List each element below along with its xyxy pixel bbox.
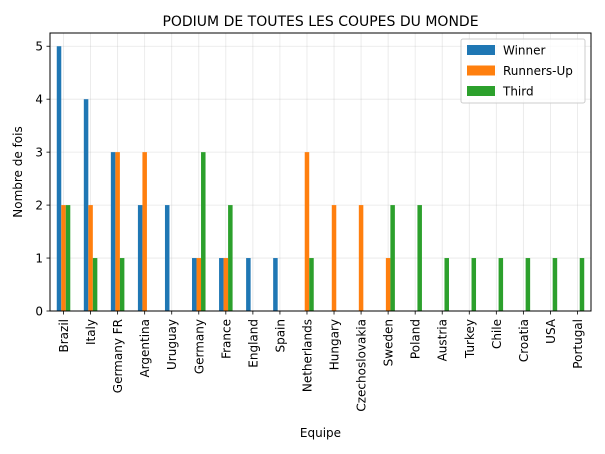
bar-winner — [110, 152, 116, 311]
y-tick-label: 5 — [35, 40, 43, 54]
bar-third — [525, 258, 531, 311]
bar-winner — [219, 258, 224, 311]
x-tick-label: Austria — [436, 319, 450, 361]
bar-third — [552, 258, 558, 311]
y-tick-label: 4 — [35, 93, 43, 107]
legend-swatch — [467, 45, 495, 55]
legend-swatch — [467, 86, 495, 96]
bar-third — [390, 205, 395, 311]
x-tick-label: Chile — [490, 319, 504, 349]
bar-runners-up — [358, 205, 364, 311]
x-tick-label: Germany FR — [111, 319, 125, 393]
bar-winner — [273, 258, 278, 311]
x-tick-label: France — [219, 319, 233, 359]
x-tick-label: Uruguay — [165, 319, 179, 370]
y-tick-label: 2 — [35, 199, 43, 213]
x-tick-label: England — [246, 319, 260, 368]
bar-third — [228, 205, 233, 311]
bar-winner — [56, 46, 62, 311]
bar-third — [579, 258, 585, 311]
bar-winner — [192, 258, 197, 311]
bar-third — [417, 205, 422, 311]
y-tick-label: 1 — [35, 252, 43, 266]
bar-winner — [246, 258, 251, 311]
x-tick-label: Poland — [409, 319, 423, 359]
x-tick-label: Germany — [192, 319, 206, 374]
legend-label: Winner — [503, 44, 546, 58]
x-axis: Brazil Italy Germany FR Argentina Uruguay Ger… — [57, 311, 585, 412]
x-tick-label: Argentina — [138, 319, 152, 378]
x-tick-label: Croatia — [517, 319, 531, 362]
x-tick-label: Hungary — [328, 319, 342, 370]
bar-runners-up — [142, 152, 147, 311]
bar-third — [65, 205, 71, 311]
bar-third — [498, 258, 504, 311]
x-tick-label: Sweden — [382, 319, 396, 366]
x-tick-label: Netherlands — [300, 319, 314, 392]
legend-swatch — [467, 65, 495, 76]
bar-third — [119, 258, 125, 311]
bar-third — [309, 258, 314, 311]
bar-winner — [83, 99, 89, 311]
y-tick-label: 3 — [35, 146, 43, 160]
x-tick-label: Italy — [84, 319, 98, 345]
x-tick-label: USA — [544, 318, 558, 344]
bar-runners-up — [385, 258, 391, 311]
bars — [56, 46, 585, 311]
x-tick-label: Spain — [273, 319, 287, 353]
bar-third — [471, 258, 477, 311]
bar-runners-up — [61, 205, 66, 311]
x-tick-label: Portugal — [571, 319, 585, 369]
x-tick-label: Brazil — [57, 319, 71, 353]
y-axis: 0 1 2 3 4 5 — [35, 40, 50, 319]
y-tick-label: 0 — [35, 305, 43, 319]
bar-runners-up — [115, 152, 120, 311]
bar-runners-up — [223, 258, 229, 311]
legend: Winner Runners-Up Third — [460, 38, 586, 104]
bar-runners-up — [88, 205, 93, 311]
legend-label: Third — [502, 85, 534, 99]
plot-frame — [49, 32, 592, 312]
bar-third — [444, 258, 449, 311]
bar-third — [92, 258, 98, 311]
bar-winner — [137, 205, 143, 311]
x-tick-label: Czechoslovakia — [355, 319, 369, 412]
bar-runners-up — [196, 258, 202, 311]
x-axis-label: Equipe — [300, 426, 341, 440]
legend-label: Runners-Up — [503, 64, 573, 78]
y-axis-label: Nombre de fois — [11, 126, 25, 217]
bar-runners-up — [331, 205, 337, 311]
bar-third — [201, 152, 206, 311]
bar-winner — [164, 205, 170, 311]
x-tick-label: Turkey — [463, 319, 477, 359]
chart-title: PODIUM DE TOUTES LES COUPES DU MONDE — [162, 14, 478, 30]
bar-runners-up — [304, 152, 310, 311]
